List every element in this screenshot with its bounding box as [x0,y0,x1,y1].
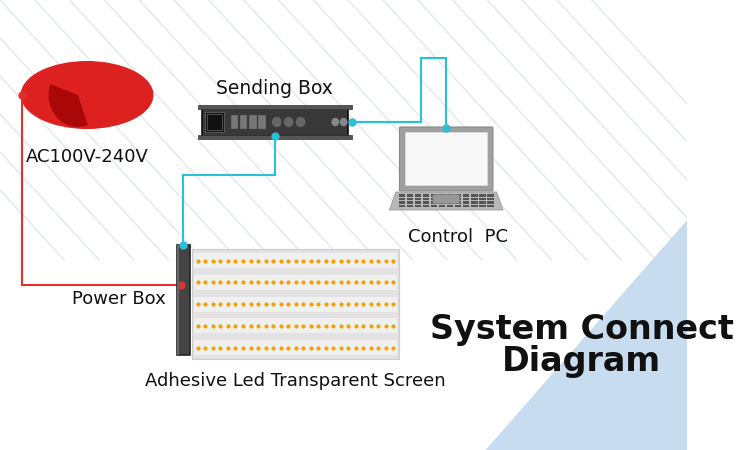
FancyBboxPatch shape [430,198,437,200]
Ellipse shape [20,61,154,129]
Polygon shape [389,192,503,210]
FancyBboxPatch shape [406,198,413,200]
FancyBboxPatch shape [447,198,453,200]
FancyBboxPatch shape [202,108,348,136]
FancyBboxPatch shape [439,201,446,203]
FancyBboxPatch shape [406,201,413,203]
FancyBboxPatch shape [447,201,453,203]
Circle shape [272,117,280,126]
Wedge shape [49,84,88,127]
FancyBboxPatch shape [398,194,405,197]
FancyBboxPatch shape [430,201,437,203]
FancyBboxPatch shape [177,245,178,355]
FancyBboxPatch shape [488,204,494,207]
FancyBboxPatch shape [177,245,190,355]
FancyBboxPatch shape [406,204,413,207]
FancyBboxPatch shape [479,204,485,207]
Text: AC100V-240V: AC100V-240V [26,148,148,166]
FancyBboxPatch shape [423,198,429,200]
FancyBboxPatch shape [439,204,446,207]
FancyBboxPatch shape [406,194,413,197]
FancyBboxPatch shape [423,194,429,197]
FancyBboxPatch shape [463,198,470,200]
Polygon shape [485,220,687,450]
FancyBboxPatch shape [259,115,266,129]
FancyBboxPatch shape [463,194,470,197]
FancyBboxPatch shape [194,275,397,290]
FancyBboxPatch shape [415,198,421,200]
FancyBboxPatch shape [415,194,421,197]
FancyBboxPatch shape [194,253,397,268]
FancyBboxPatch shape [455,204,461,207]
Text: Diagram: Diagram [503,346,662,378]
FancyBboxPatch shape [471,204,478,207]
FancyBboxPatch shape [231,115,238,129]
FancyBboxPatch shape [430,194,437,197]
FancyBboxPatch shape [249,115,256,129]
FancyBboxPatch shape [488,198,494,200]
FancyBboxPatch shape [398,198,405,200]
Text: System Connect: System Connect [430,314,734,346]
Text: Sending Box: Sending Box [217,79,333,98]
FancyBboxPatch shape [415,204,421,207]
Circle shape [296,117,304,126]
FancyBboxPatch shape [471,198,478,200]
FancyBboxPatch shape [194,340,397,355]
FancyBboxPatch shape [398,204,405,207]
Circle shape [284,117,292,126]
Text: Power Box: Power Box [72,290,166,308]
FancyBboxPatch shape [455,194,461,197]
Text: Control  PC: Control PC [408,228,509,246]
FancyBboxPatch shape [463,204,470,207]
FancyBboxPatch shape [423,201,429,203]
FancyBboxPatch shape [439,194,446,197]
Circle shape [332,118,338,126]
FancyBboxPatch shape [447,194,453,197]
FancyBboxPatch shape [206,112,224,132]
FancyBboxPatch shape [240,115,248,129]
FancyBboxPatch shape [471,201,478,203]
Text: Adhesive Led Transparent Screen: Adhesive Led Transparent Screen [145,372,446,390]
FancyBboxPatch shape [488,194,494,197]
FancyBboxPatch shape [471,194,478,197]
FancyBboxPatch shape [415,201,421,203]
FancyBboxPatch shape [463,201,470,203]
FancyBboxPatch shape [430,204,437,207]
FancyBboxPatch shape [479,198,485,200]
FancyBboxPatch shape [405,132,488,185]
FancyBboxPatch shape [194,297,397,311]
FancyBboxPatch shape [488,201,494,203]
FancyBboxPatch shape [423,204,429,207]
FancyBboxPatch shape [198,105,352,109]
FancyBboxPatch shape [455,198,461,200]
FancyBboxPatch shape [439,198,446,200]
FancyBboxPatch shape [447,204,453,207]
FancyBboxPatch shape [398,201,405,203]
FancyBboxPatch shape [455,201,461,203]
Circle shape [340,118,346,126]
FancyBboxPatch shape [194,318,397,333]
FancyBboxPatch shape [400,127,493,191]
FancyBboxPatch shape [193,249,398,359]
FancyBboxPatch shape [479,201,485,203]
FancyBboxPatch shape [433,194,460,203]
FancyBboxPatch shape [198,135,352,139]
FancyBboxPatch shape [479,194,485,197]
